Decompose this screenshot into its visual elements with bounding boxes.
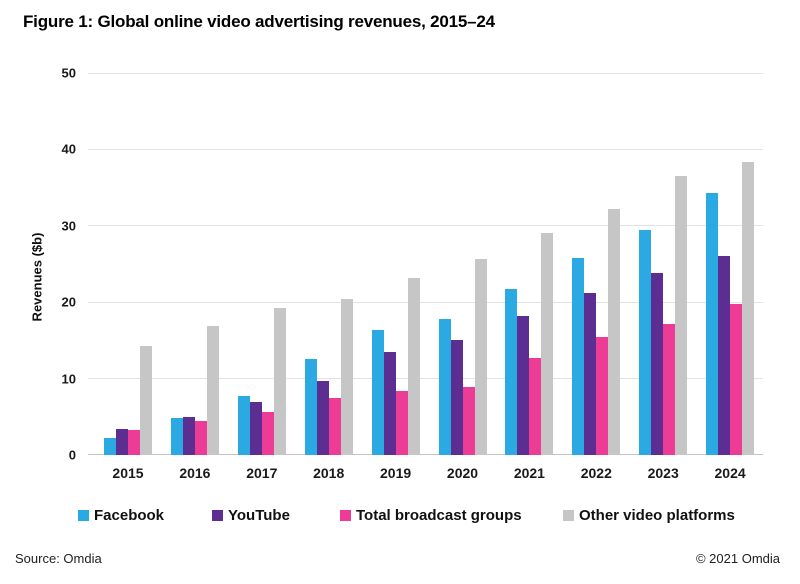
bar-other-video-platforms-2019: [408, 278, 420, 455]
bar-other-video-platforms-2018: [341, 299, 353, 455]
bar-facebook-2023: [639, 230, 651, 455]
legend-swatch-youtube: [212, 510, 223, 521]
bar-other-video-platforms-2015: [140, 346, 152, 455]
bar-youtube-2021: [517, 316, 529, 455]
bar-youtube-2019: [384, 352, 396, 455]
x-tick-label-2018: 2018: [297, 465, 361, 481]
bar-other-video-platforms-2022: [608, 209, 620, 455]
legend: Facebook YouTube Total broadcast groups Oth…: [0, 507, 800, 527]
bar-facebook-2024: [706, 193, 718, 455]
bar-facebook-2019: [372, 330, 384, 455]
bar-facebook-2017: [238, 396, 250, 455]
x-tick-label-2024: 2024: [698, 465, 762, 481]
bar-facebook-2022: [572, 258, 584, 455]
bar-total-broadcast-groups-2018: [329, 398, 341, 455]
legend-swatch-facebook: [78, 510, 89, 521]
bar-facebook-2016: [171, 418, 183, 455]
bar-youtube-2022: [584, 293, 596, 455]
x-tick-label-2017: 2017: [230, 465, 294, 481]
y-tick-label-10: 10: [36, 371, 76, 386]
y-tick-label-30: 30: [36, 218, 76, 233]
legend-swatch-other-video-platforms: [563, 510, 574, 521]
bar-youtube-2016: [183, 417, 195, 455]
bar-other-video-platforms-2017: [274, 308, 286, 455]
legend-item-youtube: YouTube: [212, 507, 290, 523]
bar-total-broadcast-groups-2020: [463, 387, 475, 455]
bar-youtube-2015: [116, 429, 128, 455]
legend-swatch-total-broadcast-groups: [340, 510, 351, 521]
x-tick-label-2022: 2022: [564, 465, 628, 481]
legend-label-facebook: Facebook: [94, 507, 164, 524]
x-tick-label-2019: 2019: [364, 465, 428, 481]
bar-facebook-2021: [505, 289, 517, 455]
x-tick-label-2015: 2015: [96, 465, 160, 481]
y-tick-label-40: 40: [36, 142, 76, 157]
legend-item-total-broadcast-groups: Total broadcast groups: [340, 507, 522, 523]
legend-label-youtube: YouTube: [228, 507, 290, 524]
bar-other-video-platforms-2020: [475, 259, 487, 455]
gridline-40: [88, 149, 763, 150]
bar-total-broadcast-groups-2023: [663, 324, 675, 455]
figure-canvas: Figure 1: Global online video advertisin…: [0, 0, 800, 584]
bar-youtube-2018: [317, 381, 329, 455]
gridline-50: [88, 73, 763, 74]
x-tick-label-2021: 2021: [497, 465, 561, 481]
bar-total-broadcast-groups-2015: [128, 430, 140, 455]
y-tick-label-50: 50: [36, 66, 76, 81]
copyright-note: © 2021 Omdia: [696, 551, 780, 566]
bar-other-video-platforms-2024: [742, 162, 754, 455]
source-note: Source: Omdia: [15, 551, 102, 566]
bar-youtube-2023: [651, 273, 663, 455]
bar-total-broadcast-groups-2019: [396, 391, 408, 455]
bar-youtube-2024: [718, 256, 730, 455]
figure-title: Figure 1: Global online video advertisin…: [23, 12, 495, 32]
bar-youtube-2020: [451, 340, 463, 455]
bar-total-broadcast-groups-2017: [262, 412, 274, 455]
x-tick-label-2016: 2016: [163, 465, 227, 481]
bar-total-broadcast-groups-2021: [529, 358, 541, 455]
bar-other-video-platforms-2023: [675, 176, 687, 455]
bar-total-broadcast-groups-2024: [730, 304, 742, 455]
y-tick-label-0: 0: [36, 448, 76, 463]
bar-other-video-platforms-2021: [541, 233, 553, 455]
legend-item-facebook: Facebook: [78, 507, 164, 523]
plot-area: [88, 73, 763, 455]
y-axis-title: Revenues ($b): [30, 233, 45, 322]
bar-facebook-2018: [305, 359, 317, 455]
bar-other-video-platforms-2016: [207, 326, 219, 455]
bar-total-broadcast-groups-2016: [195, 421, 207, 455]
legend-item-other-video-platforms: Other video platforms: [563, 507, 735, 523]
bar-facebook-2015: [104, 438, 116, 455]
legend-label-total-broadcast-groups: Total broadcast groups: [356, 507, 522, 524]
bar-total-broadcast-groups-2022: [596, 337, 608, 455]
x-tick-label-2023: 2023: [631, 465, 695, 481]
bar-facebook-2020: [439, 319, 451, 455]
legend-label-other-video-platforms: Other video platforms: [579, 507, 735, 524]
gridline-30: [88, 225, 763, 226]
x-tick-label-2020: 2020: [431, 465, 495, 481]
bar-youtube-2017: [250, 402, 262, 455]
